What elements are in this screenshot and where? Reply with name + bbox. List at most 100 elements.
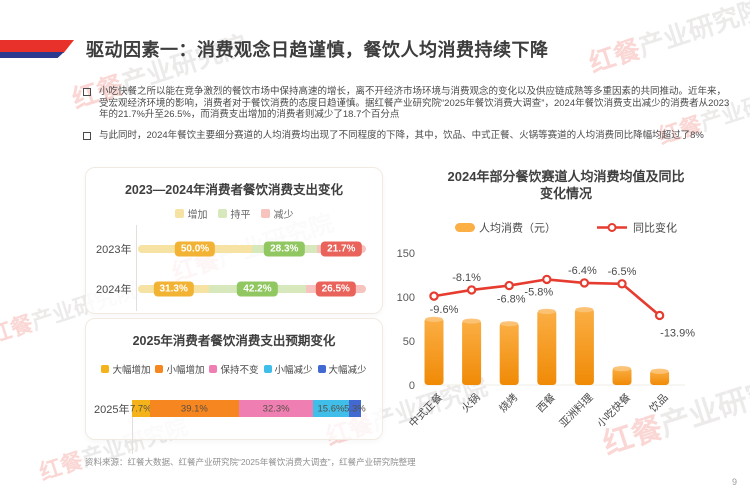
line-marker (429, 291, 439, 301)
legend-label: 小幅减少 (274, 365, 313, 376)
legend-label: 小幅增加 (166, 365, 205, 376)
bullet-square-icon (83, 131, 91, 140)
chart2-legend: 大幅增加 小幅增加 保持不变 小幅减少 大幅减少 (86, 362, 382, 376)
chart-card-2023-2024-spending-change: 2023—2024年消费者餐饮消费支出变化 增加 持平 减少 2023年 50.0% 2… (85, 167, 383, 314)
bar-cap (425, 316, 443, 322)
bar-segment: 32.3% (239, 400, 314, 417)
row-label: 2025年 (94, 403, 130, 416)
chart1-legend: 增加 持平 减少 (86, 206, 382, 221)
bar-西餐 (537, 310, 557, 385)
legend-label: 持平 (230, 210, 251, 221)
segment-value-box: 21.7% (321, 241, 362, 257)
summary-bullets: 小吃快餐之所以能在竞争激烈的餐饮市场中保持高速的增长，离不开经济市场环境与消费观… (83, 86, 735, 150)
chart3-plot: 人均消费（元） 同比变化 0 50 100 150 -9.6% -8.1% -6.8%-5.8%… (397, 221, 696, 430)
bar-segment: 28.3% (252, 241, 317, 257)
chart3-title-line1: 2024年部分餐饮赛道人均消费均值及同比 (447, 169, 685, 184)
bar-segment: 5.3% (344, 400, 366, 417)
legend-item-1: 增加 (174, 206, 208, 221)
stacked-bar: 7.7% 39.1% 32.3% 15.6% 5.3% (129, 400, 366, 417)
legend-swatch (174, 209, 184, 218)
bar-segment: 26.5% (305, 281, 366, 297)
title-ribbon-red (0, 40, 74, 53)
segment-value-box: 31.3% (153, 281, 194, 297)
chart2-title: 2025年消费者餐饮消费支出预期变化 (132, 334, 336, 348)
bar-cap (613, 366, 631, 372)
page-number: 9 (732, 477, 738, 487)
legend-swatch (101, 365, 110, 373)
segment-value: 39.1% (180, 403, 208, 414)
bar-segment: 21.7% (316, 241, 366, 257)
bar-中式正餐 (424, 318, 444, 385)
legend-item-3: 保持不变 (209, 362, 259, 376)
line-marker (542, 274, 552, 285)
x-axis-label: 中式正餐 (406, 391, 445, 430)
segment-value: 7.7% (129, 403, 152, 414)
yoy-label: -8.1% (452, 272, 481, 284)
segment-value: 32.3% (262, 403, 290, 414)
bar-cap (575, 307, 594, 313)
yoy-label: -5.8% (524, 286, 553, 298)
y-axis-tick: 100 (397, 292, 415, 304)
segment-value-box: 42.2% (237, 281, 278, 297)
yoy-label: -6.5% (608, 266, 637, 278)
chart1-row: 2024年 31.3% 42.2% 26.5% (96, 269, 382, 309)
bar-segment: 7.7% (129, 400, 152, 417)
legend-item-1: 大幅增加 (101, 362, 150, 376)
chart1-plot: 2023年 50.0% 28.3% 21.7% 2024年 31.3% 42.2% 26.5% (86, 225, 382, 311)
watermark: 红餐产业研究院 (585, 0, 750, 79)
chart1-axis-line (136, 225, 137, 311)
legend-item-3: 减少 (260, 206, 294, 221)
chart1-row: 2023年 50.0% 28.3% 21.7% (96, 229, 382, 269)
line-marker (617, 279, 627, 289)
stacked-bar: 31.3% 42.2% 26.5% (138, 281, 366, 297)
line-marker (654, 310, 665, 321)
legend-swatch (317, 365, 326, 373)
legend-item-2: 小幅增加 (155, 362, 204, 376)
x-axis-label: 西餐 (534, 391, 558, 415)
page-title: 驱动因素一：消费观念日趋谨慎，餐饮人均消费持续下降 (86, 40, 549, 60)
yoy-label: -6.4% (568, 265, 597, 277)
bullet-item: 与此同时，2024年餐饮主要细分赛道的人均消费均出现了不同程度的下降，其中，饮品… (83, 130, 735, 142)
legend-item-5: 大幅减少 (317, 362, 367, 376)
title-ribbon-blue (0, 52, 64, 58)
bar-segment: 50.0% (138, 241, 252, 257)
legend-swatch (217, 209, 227, 218)
y-axis-tick: 50 (403, 336, 415, 348)
legend-swatch (209, 365, 218, 373)
y-axis-tick: 150 (397, 248, 415, 260)
bar-cap (537, 308, 556, 314)
legend-item-4: 小幅减少 (263, 362, 313, 376)
legend-label: 增加 (187, 210, 208, 221)
bar-segment: 15.6% (313, 400, 349, 417)
stacked-bar: 50.0% 28.3% 21.7% (138, 241, 366, 257)
bar-segment: 42.2% (209, 281, 306, 297)
x-axis-label: 亚洲料理 (557, 391, 596, 430)
line-marker (466, 285, 477, 295)
legend-swatch (263, 365, 272, 373)
segment-value-box: 28.3% (264, 241, 305, 257)
chart-card-2025-expected-change: 2025年消费者餐饮消费支出预期变化 大幅增加 小幅增加 保持不变 小幅减少 大幅减少 … (85, 318, 383, 454)
chart3-title-line2: 变化情况 (539, 186, 592, 201)
bar-烧烤 (499, 322, 519, 385)
row-label: 2023年 (96, 244, 132, 256)
segment-value: 15.6% (317, 403, 345, 414)
legend-bar-swatch (455, 223, 475, 232)
bar-segment: 39.1% (149, 400, 240, 417)
chart-avg-spend-by-category: 2024年部分餐饮赛道人均消费均值及同比 变化情况 人均消费（元） 同比变化 0 50… (385, 168, 747, 459)
legend-line-marker (607, 223, 617, 232)
source-note: 资料来源：红餐大数据、红餐产业研究院“2025年餐饮消费大调查”，红餐产业研究院… (85, 457, 416, 467)
chart2-plot: 2025年 7.7% 39.1% 32.3% 15.6% 5.3% (86, 400, 382, 454)
segment-value: 5.3% (344, 403, 366, 414)
chart2-axis-line (132, 416, 133, 454)
row-label: 2024年 (96, 284, 132, 296)
bullet-text: 小吃快餐之所以能在竞争激烈的餐饮市场中保持高速的增长，离不开经济市场环境与消费观… (99, 86, 730, 121)
bullet-text: 与此同时，2024年餐饮主要细分赛道的人均消费均出现了不同程度的下降，其中，饮品… (99, 129, 704, 141)
x-axis-label: 火锅 (459, 392, 482, 415)
legend-item-2: 持平 (217, 206, 251, 221)
x-axis-label: 小吃快餐 (594, 391, 633, 430)
legend-label: 保持不变 (220, 365, 259, 376)
legend-label: 减少 (273, 210, 294, 221)
legend-label: 同比变化 (633, 221, 677, 235)
line-marker (504, 280, 514, 291)
